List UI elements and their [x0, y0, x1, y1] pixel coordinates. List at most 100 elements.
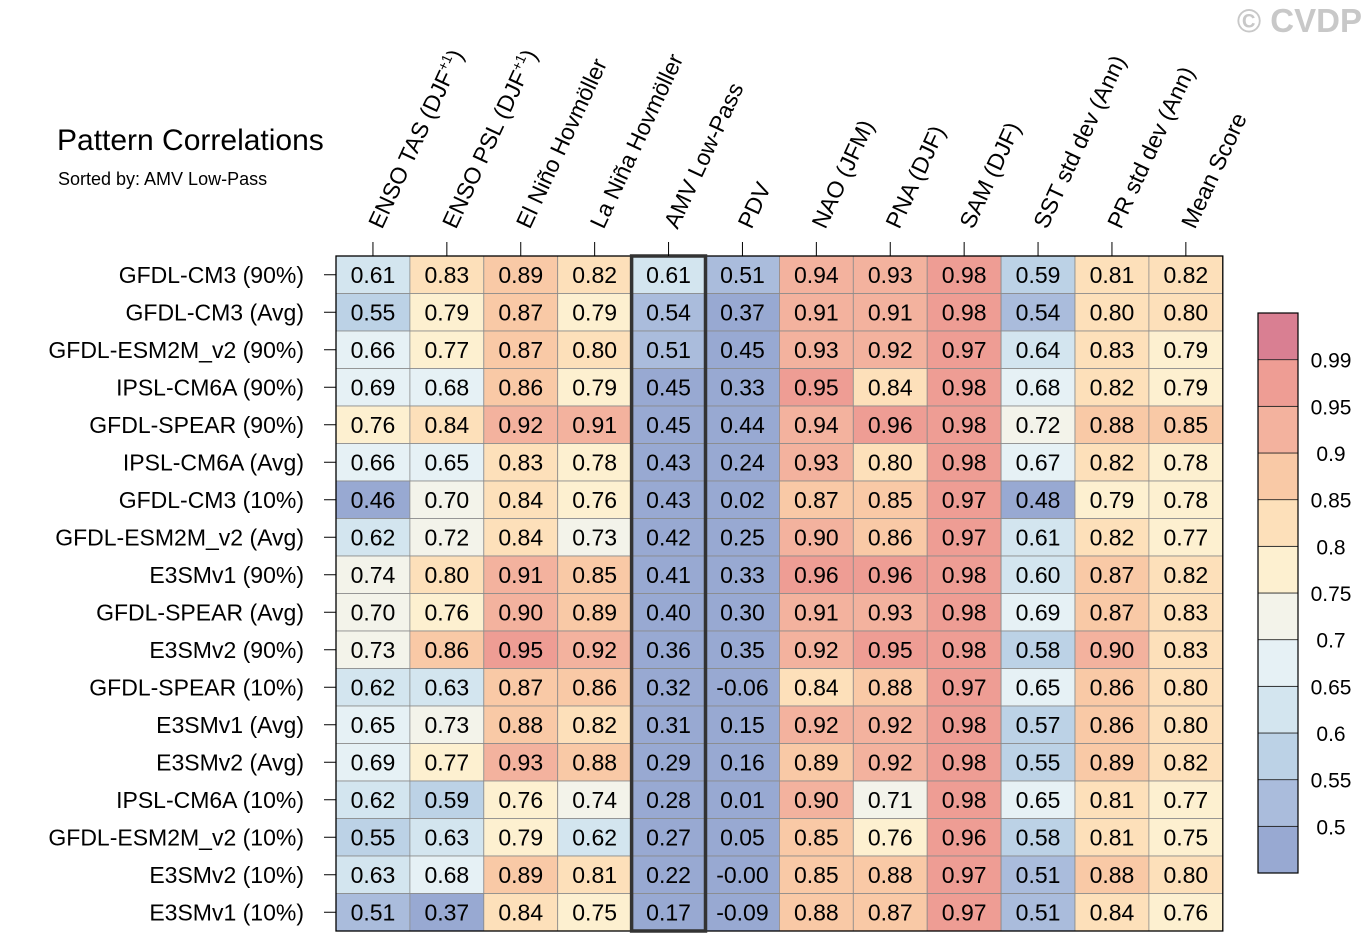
cell-value-label: 0.91: [572, 412, 617, 438]
heatmap-cell: [557, 405, 633, 444]
heatmap-cell: [335, 893, 411, 932]
heatmap-cell: [1074, 293, 1150, 332]
colorbar-segment: [1257, 779, 1299, 827]
cell-value-label: 0.98: [942, 637, 987, 663]
cell-value-label: 0.31: [646, 712, 691, 738]
cell-value-label: 0.71: [868, 787, 913, 813]
cell-value-label: 0.62: [351, 674, 396, 700]
row-label: E3SMv1 (10%): [149, 899, 304, 925]
heatmap-cell: [926, 293, 1002, 332]
cell-value-label: 0.98: [942, 787, 987, 813]
cell-value-label: 0.92: [572, 637, 617, 663]
row-label: GFDL-CM3 (90%): [119, 262, 304, 288]
heatmap-cell: [631, 780, 706, 819]
heatmap-cell: [926, 668, 1002, 707]
colorbar-segment: [1257, 359, 1299, 407]
cell-value-label: 0.98: [942, 599, 987, 625]
cell-value-label: 0.35: [720, 637, 765, 663]
cell-value-label: 0.82: [1090, 374, 1135, 400]
cell-value-label: 0.78: [1163, 487, 1208, 513]
cell-value-label: 0.79: [1163, 337, 1208, 363]
colorbar-segment: [1257, 405, 1299, 454]
heatmap-cell: [483, 330, 559, 369]
heatmap-cell: [557, 743, 633, 782]
cell-value-label: 0.72: [424, 524, 469, 550]
cell-value-label: 0.91: [794, 599, 839, 625]
heatmap-cell: [1074, 518, 1150, 557]
heatmap-cell: [779, 668, 854, 707]
column-label: Mean Score: [1176, 109, 1252, 232]
cell-value-label: 0.74: [351, 562, 396, 588]
cell-value-label: 0.75: [1163, 824, 1208, 850]
cell-value-label: 0.98: [942, 749, 987, 775]
cell-value-label: 0.97: [942, 524, 987, 550]
cell-value-label: 0.27: [646, 824, 691, 850]
cell-value-label: 0.73: [424, 712, 469, 738]
heatmap-cell: [483, 743, 559, 782]
cell-value-label: 0.86: [498, 374, 543, 400]
cell-value-label: 0.74: [572, 787, 617, 813]
heatmap-cell: [926, 818, 1002, 857]
cell-value-label: 0.97: [942, 862, 987, 888]
heatmap-cell: [926, 330, 1002, 369]
heatmap-cell: [631, 518, 706, 557]
heatmap-cell: [335, 293, 411, 332]
cell-value-label: 0.88: [498, 712, 543, 738]
cell-value-label: 0.30: [720, 599, 765, 625]
cell-value-label: 0.66: [351, 337, 396, 363]
cell-value-label: 0.42: [646, 524, 691, 550]
heatmap-cell: [335, 705, 411, 744]
heatmap-cell: [483, 893, 559, 932]
column-label: PNA (DJF): [880, 122, 950, 233]
cell-value-label: 0.78: [572, 449, 617, 475]
cell-value-label: 0.79: [1090, 487, 1135, 513]
colorbar-segment: [1257, 685, 1299, 734]
colorbar-segment: [1257, 825, 1299, 874]
cell-value-label: 0.51: [351, 899, 396, 925]
heatmap-cell: [1000, 743, 1076, 782]
cell-value-label: 0.83: [1163, 637, 1208, 663]
heatmap-cell: [705, 855, 780, 894]
heatmap-cell: [705, 405, 780, 444]
cell-value-label: 0.63: [424, 674, 469, 700]
cell-value-label: 0.82: [1163, 749, 1208, 775]
colorbar-segment: [1257, 499, 1299, 547]
cell-value-label: 0.92: [868, 749, 913, 775]
row-label: E3SMv1 (90%): [149, 562, 304, 588]
cell-value-label: 0.91: [868, 299, 913, 325]
heatmap-cell: [1074, 780, 1150, 819]
cell-value-label: 0.33: [720, 374, 765, 400]
row-label: GFDL-SPEAR (Avg): [96, 599, 304, 625]
cell-value-label: 0.76: [572, 487, 617, 513]
row-label: GFDL-SPEAR (90%): [89, 412, 304, 438]
heatmap-cell: [852, 255, 928, 294]
cell-value-label: 0.68: [424, 862, 469, 888]
heatmap-cell: [483, 555, 559, 594]
heatmap-cell: [1000, 330, 1076, 369]
colorbar-tick-label: 0.75: [1311, 583, 1352, 606]
heatmap-cell: [483, 630, 559, 669]
cell-value-label: 0.95: [498, 637, 543, 663]
heatmap-cell: [779, 743, 854, 782]
heatmap-cell: [557, 818, 633, 857]
row-label: E3SMv1 (Avg): [156, 712, 304, 738]
cell-value-label: 0.88: [1090, 412, 1135, 438]
cell-value-label: 0.85: [794, 862, 839, 888]
cell-value-label: 0.62: [351, 524, 396, 550]
cell-value-label: 0.61: [1016, 524, 1061, 550]
heatmap-cell: [631, 593, 706, 632]
cell-value-label: 0.80: [868, 449, 913, 475]
cell-value-label: 0.57: [1016, 712, 1061, 738]
cell-value-label: 0.90: [498, 599, 543, 625]
cell-value-label: 0.66: [351, 449, 396, 475]
cell-value-label: 0.98: [942, 712, 987, 738]
heatmap-cell: [483, 780, 559, 819]
heatmap-cell: [1000, 368, 1076, 407]
cell-value-label: 0.59: [424, 787, 469, 813]
row-label: GFDL-CM3 (Avg): [126, 299, 305, 325]
cell-value-label: 0.97: [942, 674, 987, 700]
cell-value-label: 0.01: [720, 787, 765, 813]
heatmap-cell: [1148, 893, 1224, 932]
cell-value-label: 0.98: [942, 412, 987, 438]
